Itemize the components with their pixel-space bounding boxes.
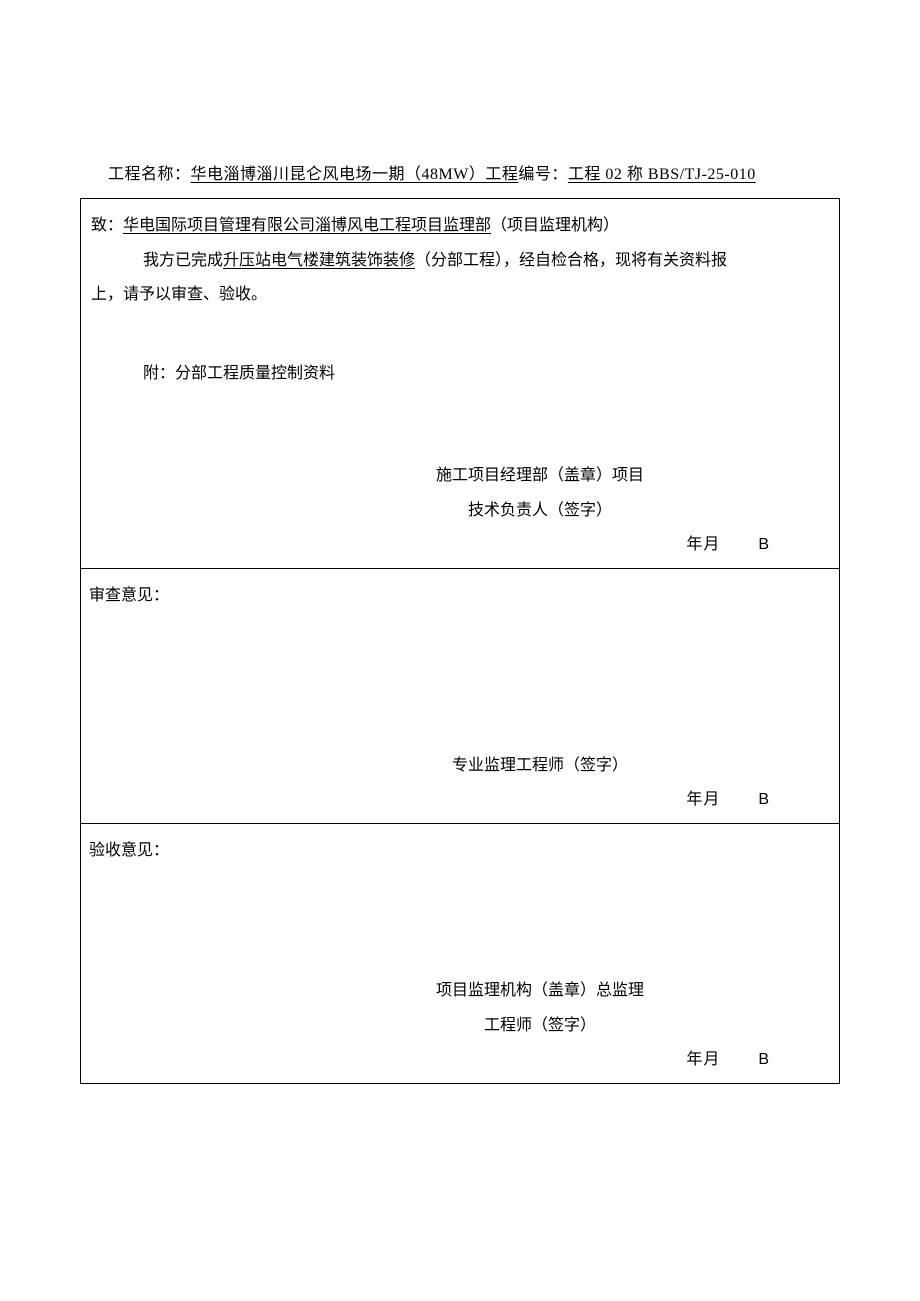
signature-block-chief: 项目监理机构（盖章）总监理 工程师（签字） 年月 B bbox=[81, 976, 839, 1075]
body-text-line2: 上，请予以审查、验收。 bbox=[87, 280, 833, 310]
sig-tech-lead: 技术负责人（签字） bbox=[81, 496, 839, 526]
body-text-line1: 我方已完成升压站电气楼建筑装饰装修（分部工程），经自检合格，现将有关资料报 bbox=[87, 246, 833, 276]
attachment-label: 附：分部工程质量控制资料 bbox=[87, 359, 833, 389]
doc-number-label: 编号： bbox=[518, 166, 568, 183]
day-marker-3: B bbox=[758, 1045, 769, 1075]
date-label-1: 年月 bbox=[686, 530, 720, 560]
date-row-1: 年月 B bbox=[81, 530, 839, 560]
sig-chief-engineer: 工程师（签字） bbox=[81, 1011, 839, 1041]
recipient-name: 华电国际项目管理有限公司淄博风电工程项目监理部 bbox=[123, 217, 491, 234]
project-label: 工程名称： bbox=[108, 166, 191, 183]
date-row-3: 年月 B bbox=[81, 1045, 839, 1075]
section-review: 审查意见： 专业监理工程师（签字） 年月 B bbox=[81, 569, 840, 824]
body-prefix: 我方已完成 bbox=[143, 252, 223, 269]
date-row-2: 年月 B bbox=[81, 785, 839, 815]
signature-block-construction: 施工项目经理部（盖章）项目 技术负责人（签字） 年月 B bbox=[81, 461, 839, 560]
addressee-line: 致：华电国际项目管理有限公司淄博风电工程项目监理部（项目监理机构） bbox=[87, 211, 833, 241]
recipient-suffix: （项目监理机构） bbox=[491, 217, 619, 234]
section-submission: 致：华电国际项目管理有限公司淄博风电工程项目监理部（项目监理机构） 我方已完成升… bbox=[81, 199, 840, 569]
date-label-2: 年月 bbox=[686, 785, 720, 815]
doc-number: 工程 02 称 BBS/TJ-25-010 bbox=[568, 166, 756, 183]
sig-supervision-org: 项目监理机构（盖章）总监理 bbox=[81, 976, 839, 1006]
body-mid: （分部工程），经自检合格，现将有关资料报 bbox=[415, 252, 727, 269]
form-table: 致：华电国际项目管理有限公司淄博风电工程项目监理部（项目监理机构） 我方已完成升… bbox=[80, 198, 840, 1084]
acceptance-opinion-label: 验收意见： bbox=[87, 836, 833, 866]
signature-block-supervisor: 专业监理工程师（签字） 年月 B bbox=[81, 751, 839, 816]
subproject-name: 升压站电气楼建筑装饰装修 bbox=[223, 252, 415, 269]
header-line: 工程名称：华电淄博淄川昆仑风电场一期（48MW）工程编号：工程 02 称 BBS… bbox=[80, 160, 840, 190]
sig-construction-seal: 施工项目经理部（盖章）项目 bbox=[81, 461, 839, 491]
review-opinion-label: 审查意见： bbox=[87, 581, 833, 611]
day-marker-1: B bbox=[758, 530, 769, 560]
date-label-3: 年月 bbox=[686, 1045, 720, 1075]
project-name: 华电淄博淄川昆仑风电场一期（48MW）工程 bbox=[191, 166, 519, 183]
day-marker-2: B bbox=[758, 785, 769, 815]
sig-supervisor: 专业监理工程师（签字） bbox=[81, 751, 839, 781]
to-label: 致： bbox=[91, 217, 123, 234]
section-acceptance: 验收意见： 项目监理机构（盖章）总监理 工程师（签字） 年月 B bbox=[81, 824, 840, 1084]
